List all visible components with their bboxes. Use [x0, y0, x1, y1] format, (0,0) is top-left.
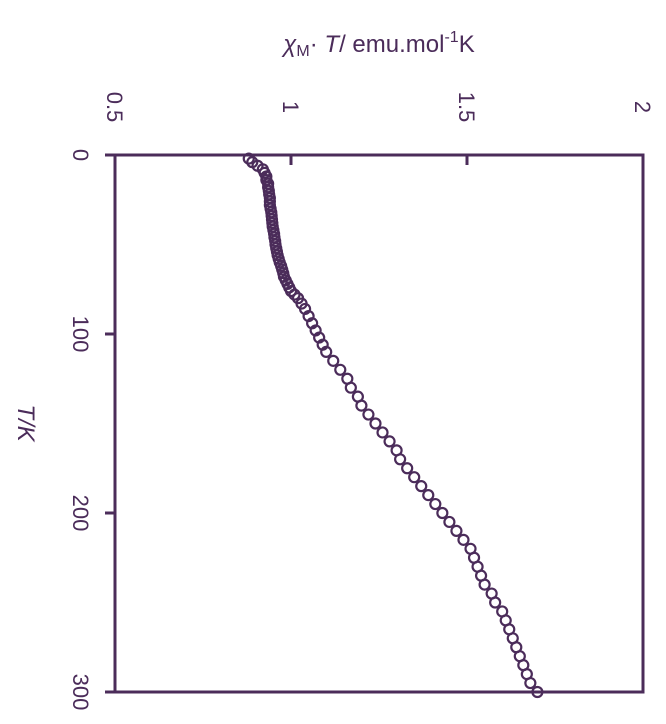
data-point [443, 515, 456, 529]
data-point [327, 354, 340, 367]
temperature-tick-label: 300 [68, 674, 93, 711]
chi-t-axis-title: χM· T/ emu.mol-1K [281, 29, 474, 60]
tick-labels: 0.5 1 1.5 2 0 100 200 300 [68, 92, 655, 711]
plot-frame [113, 153, 645, 694]
tick-marks [105, 153, 645, 694]
data-point [457, 533, 470, 546]
data-points [242, 152, 544, 699]
data-point [415, 480, 428, 493]
data-point [489, 596, 502, 609]
data-point [369, 417, 382, 430]
data-point [450, 524, 463, 538]
data-point [376, 426, 389, 439]
data-point [478, 578, 491, 591]
chi-t-tick-label: 0.5 [102, 92, 127, 123]
data-point [429, 497, 442, 511]
data-point [436, 506, 449, 520]
data-point [288, 288, 301, 301]
data-point [524, 676, 537, 690]
temperature-tick-label: 0 [68, 149, 93, 161]
temperature-tick-label: 100 [68, 316, 93, 353]
data-point [383, 435, 396, 448]
data-point [355, 399, 368, 412]
chi-t-tick-label: 2 [630, 101, 655, 113]
chi-t-tick-label: 1 [278, 101, 303, 113]
data-point [394, 453, 407, 466]
data-point [242, 152, 255, 165]
chi-t-tick-label: 1.5 [454, 92, 479, 123]
data-point [408, 471, 421, 484]
data-point [344, 381, 357, 394]
data-point [334, 363, 347, 376]
data-point [320, 345, 333, 358]
data-point [422, 489, 435, 502]
data-point [284, 284, 298, 298]
data-point [531, 685, 544, 699]
temperature-tick-label: 200 [68, 495, 93, 532]
data-point [401, 462, 414, 475]
data-point [362, 408, 375, 421]
temperature-axis-title: T/K [12, 404, 39, 442]
